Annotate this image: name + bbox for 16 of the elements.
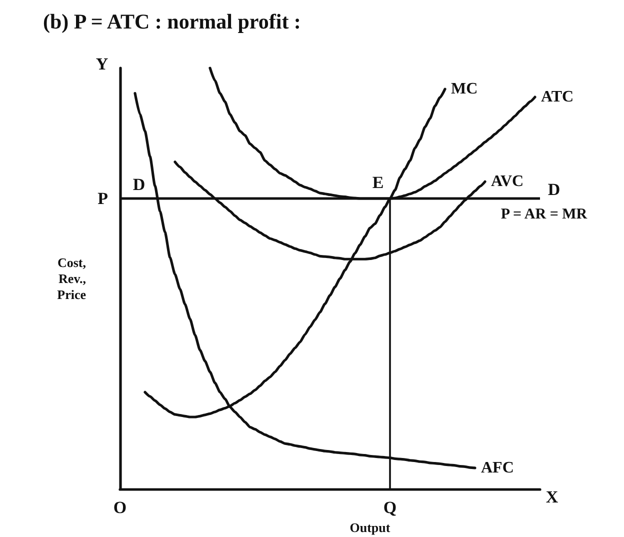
- ref-line-label: P: [98, 189, 108, 208]
- y-axis-title: Cost, Rev., Price: [57, 255, 86, 302]
- chart-title: (b) P = ATC : normal profit :: [43, 10, 301, 34]
- annotation: D: [132, 175, 146, 194]
- series-label: AFC: [481, 459, 514, 476]
- text: D: [548, 180, 560, 200]
- annotation: E: [372, 173, 384, 192]
- annotation: P = AR = MR: [500, 206, 588, 223]
- x-axis-title: Output: [350, 520, 391, 535]
- series-label: MC: [451, 80, 478, 98]
- text: Y: [96, 54, 108, 74]
- x-tick-label: O: [113, 498, 127, 517]
- x-tick-label: Q: [383, 498, 397, 517]
- text: X: [546, 488, 559, 506]
- series-label: ATC: [541, 88, 574, 106]
- series-label: AVC: [491, 173, 524, 190]
